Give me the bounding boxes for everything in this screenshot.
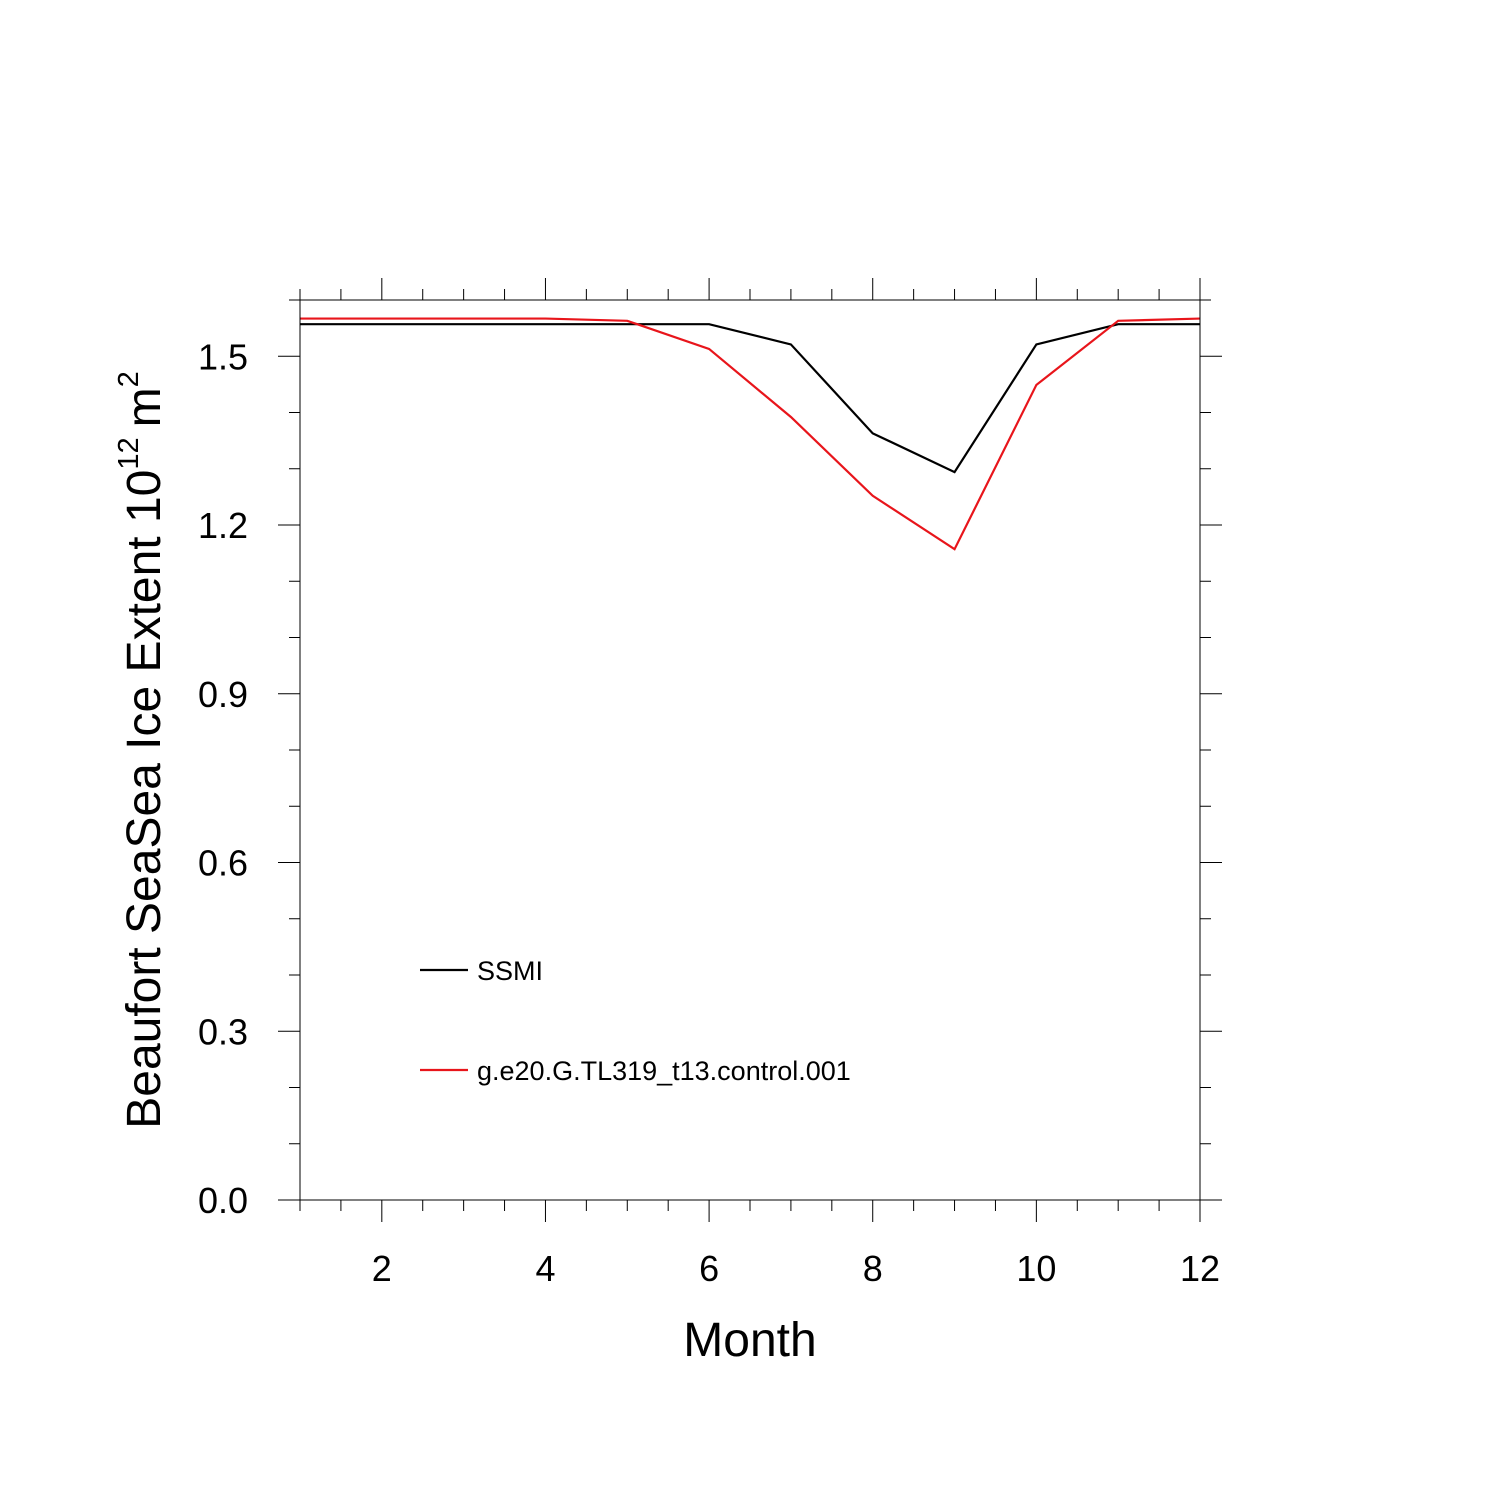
series-line-2 — [300, 317, 1201, 551]
y-tick-labels: 0.0 0.3 0.6 0.9 1.2 1.5 — [198, 336, 248, 1221]
legend-label-1: SSMI — [477, 956, 543, 986]
series-lines — [300, 317, 1201, 551]
legend-label-2: g.e20.G.TL319_t13.control.001 — [477, 1056, 851, 1086]
x-tick-label: 4 — [535, 1248, 555, 1289]
y-axis-label-exponent: 12 — [113, 437, 145, 469]
series-line-1 — [300, 323, 1200, 474]
y-tick-label: 1.5 — [198, 336, 248, 377]
x-axis-label: Month — [683, 1314, 816, 1367]
y-tick-label: 0.9 — [198, 674, 248, 715]
y-axis-label-text: Beaufort SeaSea Ice Extent 10 — [118, 470, 171, 1129]
plot-frame — [299, 299, 1201, 1201]
x-tick-label: 6 — [699, 1248, 719, 1289]
x-tick-labels: 2 4 6 8 10 12 — [372, 1248, 1220, 1289]
y-axis-label-unit: m — [118, 387, 171, 427]
y-tick-label: 1.2 — [198, 505, 248, 546]
x-tick-label: 12 — [1180, 1248, 1220, 1289]
x-tick-label: 8 — [863, 1248, 883, 1289]
tick-marks — [278, 278, 1222, 1222]
y-axis-label: Beaufort SeaSea Ice Extent 1012 m2 — [113, 371, 171, 1129]
x-tick-label: 2 — [372, 1248, 392, 1289]
y-tick-label: 0.6 — [198, 843, 248, 884]
y-tick-label: 0.0 — [198, 1180, 248, 1221]
legend: SSMI g.e20.G.TL319_t13.control.001 — [420, 956, 851, 1086]
x-tick-label: 10 — [1016, 1248, 1056, 1289]
y-tick-label: 0.3 — [198, 1011, 248, 1052]
y-axis-label-unit-exponent: 2 — [113, 371, 145, 387]
